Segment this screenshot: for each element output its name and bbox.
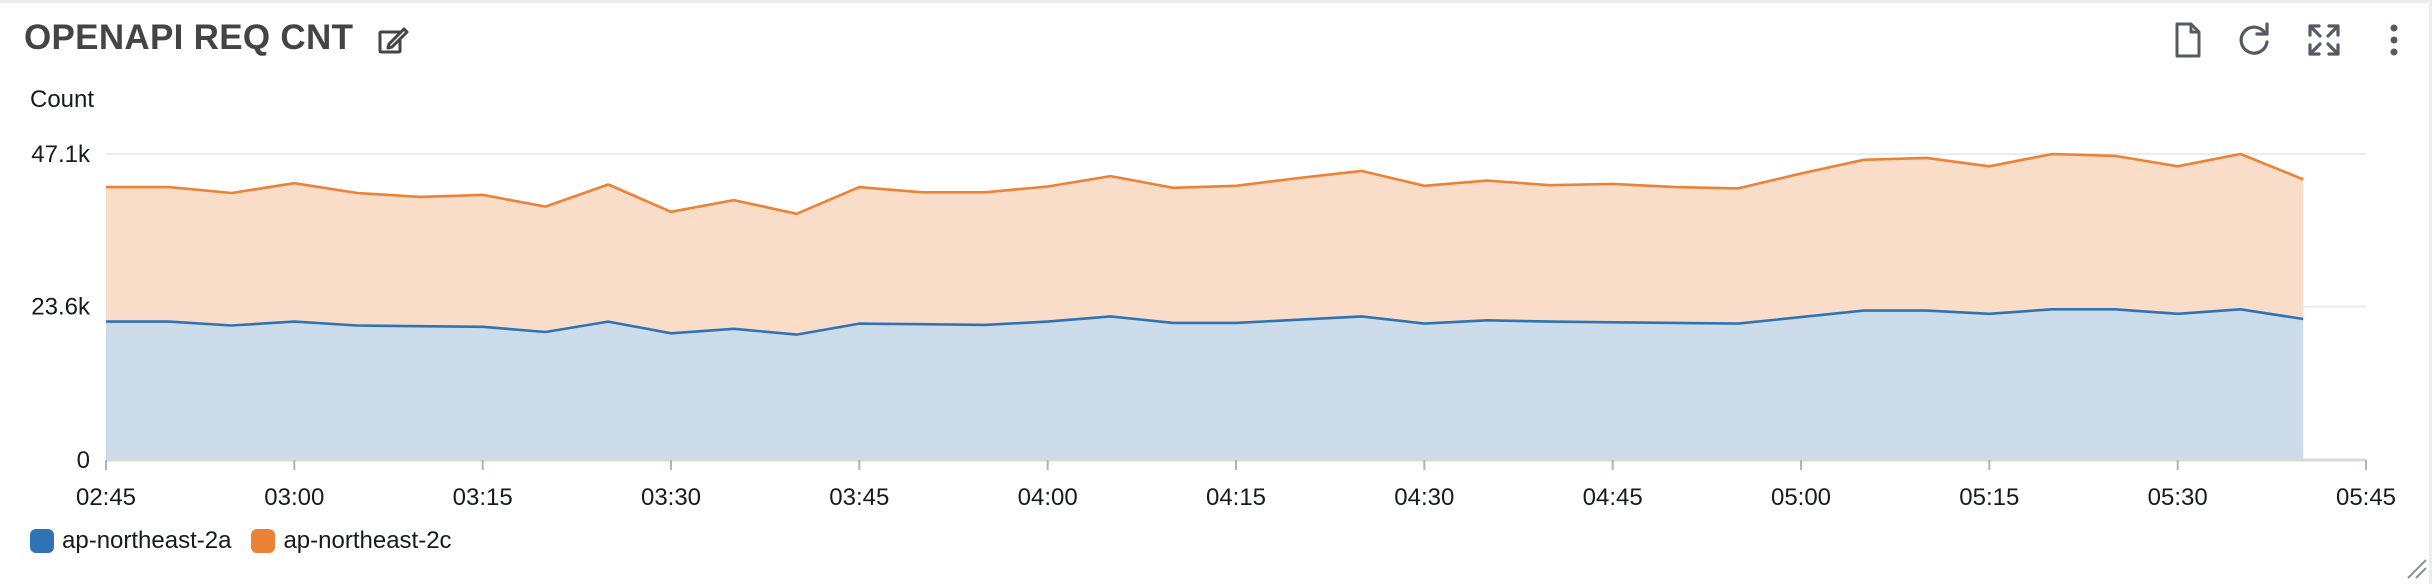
x-tick-label: 04:30 — [1394, 484, 1454, 511]
x-tick-label: 03:30 — [641, 484, 701, 511]
y-tick-label: 0 — [77, 447, 90, 474]
series-line-ap-northeast-2a — [106, 308, 2304, 336]
more-vertical-icon[interactable] — [2374, 20, 2414, 60]
x-tick-label: 04:45 — [1583, 484, 1643, 511]
legend-label: ap-northeast-2c — [283, 527, 452, 554]
widget-title: OPENAPI REQ CNT — [24, 18, 354, 57]
x-tick-label: 02:45 — [76, 484, 136, 511]
y-tick-label: 23.6k — [31, 294, 91, 321]
expand-icon[interactable] — [2304, 20, 2344, 60]
y-tick-label: 47.1k — [31, 141, 91, 168]
x-tick-label: 05:15 — [1959, 484, 2019, 511]
legend-label: ap-northeast-2a — [62, 527, 232, 554]
x-tick-label: 05:00 — [1771, 484, 1831, 511]
document-icon[interactable] — [2168, 20, 2208, 60]
legend-swatch — [30, 529, 54, 553]
y-axis-label: Count — [30, 86, 95, 113]
chart-legend: ap-northeast-2a ap-northeast-2c — [30, 527, 472, 555]
legend-item-ap-northeast-2a[interactable]: ap-northeast-2a — [30, 527, 231, 555]
area-ap-northeast-2a — [106, 309, 2304, 460]
area-ap-northeast-2c — [106, 154, 2304, 335]
refresh-icon[interactable] — [2234, 20, 2274, 60]
x-tick-label: 03:00 — [264, 484, 324, 511]
resize-handle-icon[interactable] — [2402, 554, 2428, 580]
series-line-ap-northeast-2c — [106, 152, 2304, 216]
x-tick-label: 04:15 — [1206, 484, 1266, 511]
x-tick-label: 04:00 — [1018, 484, 1078, 511]
x-tick-label: 03:15 — [453, 484, 513, 511]
x-tick-label: 03:45 — [829, 484, 889, 511]
legend-swatch — [251, 529, 276, 553]
x-tick-label: 05:45 — [2336, 484, 2396, 511]
edit-icon[interactable] — [376, 24, 410, 58]
legend-item-ap-northeast-2c[interactable]: ap-northeast-2c — [251, 527, 452, 555]
x-tick-label: 05:30 — [2148, 484, 2208, 511]
